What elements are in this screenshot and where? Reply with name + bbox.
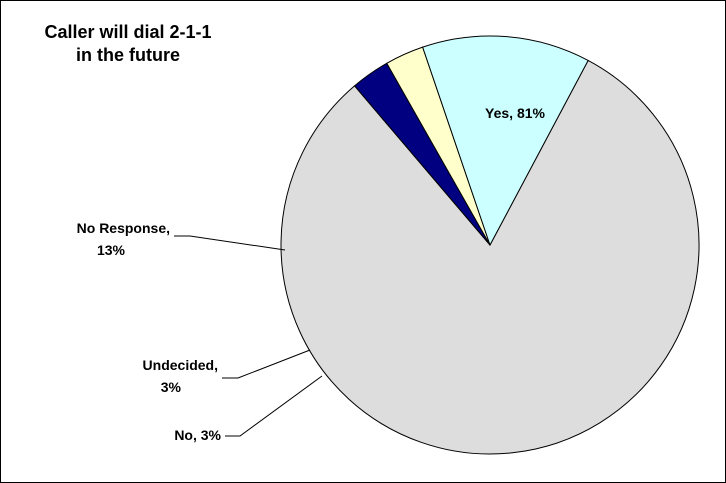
chart-title-line-1: Caller will dial 2-1-1 [44, 22, 212, 42]
pie-slice-yes [280, 59, 700, 455]
data-label-yes: Yes, 81% [485, 105, 545, 121]
data-label-line: Yes, 81% [485, 105, 545, 121]
data-label-no-response: No Response, 13% [77, 220, 170, 258]
leader-line-no-response [174, 235, 286, 251]
data-label-line: Undecided, [143, 357, 218, 373]
data-label-line: No Response, [77, 220, 170, 236]
data-label-no: No, 3% [174, 427, 221, 443]
data-label-line: 3% [161, 379, 182, 395]
leader-line-no [225, 375, 323, 437]
leader-line-undecided [222, 349, 311, 379]
data-label-line: 13% [97, 242, 126, 258]
chart-title-line-2: in the future [76, 45, 180, 65]
data-label-line: No, 3% [174, 427, 221, 443]
pie-slice-no-response [422, 35, 589, 247]
data-label-undecided: Undecided, 3% [143, 357, 218, 395]
